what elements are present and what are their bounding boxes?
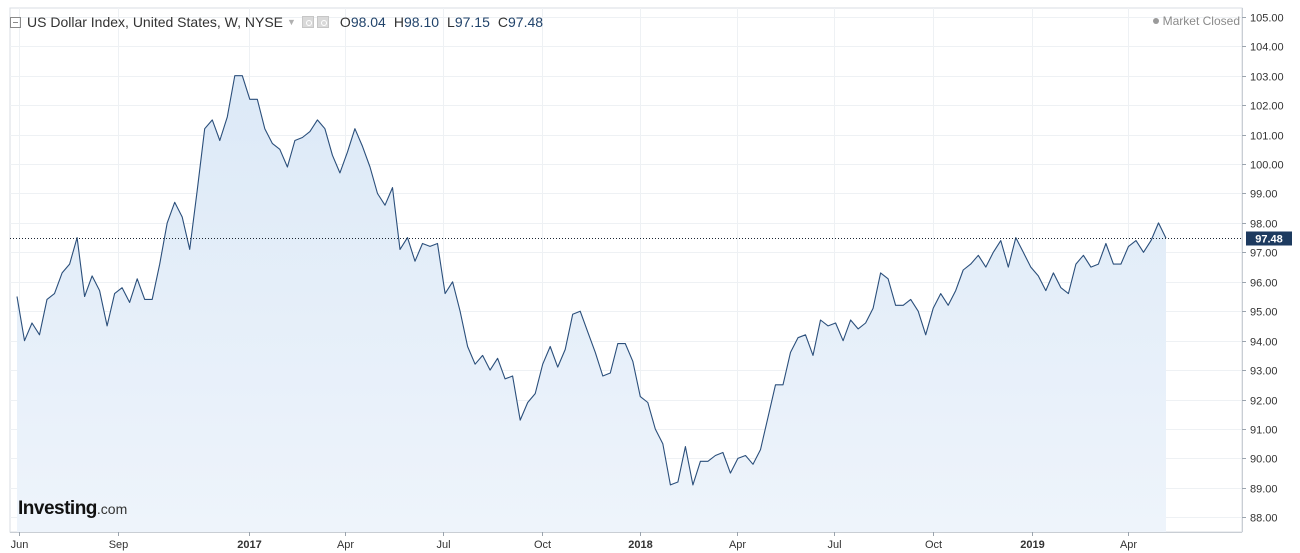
chart-header: US Dollar Index, United States, W, NYSE …	[10, 13, 543, 31]
x-tick-label: Oct	[925, 539, 942, 551]
price-area	[17, 75, 1166, 532]
y-tick-label: 95.00	[1250, 307, 1278, 319]
x-tick-label: 2019	[1020, 539, 1044, 551]
y-tick-label: 90.00	[1250, 454, 1278, 466]
x-tick-label: Apr	[1120, 539, 1137, 551]
ohlc-open: O98.04	[339, 14, 386, 30]
x-tick-label: Apr	[337, 539, 354, 551]
x-tick-label: Oct	[534, 539, 551, 551]
x-tick-label: Apr	[729, 539, 746, 551]
investing-logo: Investing.com	[18, 498, 127, 520]
last-price-tag	[1246, 231, 1292, 246]
y-tick-label: 98.00	[1250, 219, 1278, 231]
y-tick-label: 94.00	[1250, 337, 1278, 349]
logo-main: Investing	[18, 498, 97, 519]
logo-sub: .com	[96, 501, 128, 517]
y-tick-label: 93.00	[1250, 366, 1278, 378]
x-tick-label: Jun	[11, 539, 29, 551]
x-tick-label: 2017	[237, 539, 261, 551]
last-price-label: 97.48	[1255, 234, 1283, 246]
x-tick-label: 2018	[628, 539, 652, 551]
y-tick-label: 99.00	[1250, 189, 1278, 201]
chart-title: US Dollar Index, United States, W, NYSE	[27, 14, 283, 30]
y-tick-label: 104.00	[1250, 42, 1284, 54]
x-tick-label: Sep	[109, 539, 129, 551]
chevron-down-icon[interactable]: ▼	[287, 17, 296, 27]
y-tick-label: 91.00	[1250, 425, 1278, 437]
settings-icon[interactable]	[301, 16, 314, 28]
y-tick-label: 100.00	[1250, 160, 1284, 172]
y-tick-label: 102.00	[1250, 101, 1284, 113]
y-tick-label: 101.00	[1250, 131, 1284, 143]
ohlc-close: C97.48	[497, 14, 544, 30]
visibility-icon[interactable]	[316, 16, 329, 28]
status-dot-icon	[1152, 17, 1159, 24]
price-line[interactable]	[16, 75, 1167, 486]
market-status-text: Market Closed	[1162, 14, 1240, 28]
y-tick-label: 105.00	[1250, 13, 1284, 25]
x-tick-label: Jul	[436, 539, 450, 551]
y-tick-label: 97.00	[1250, 248, 1278, 260]
y-tick-label: 92.00	[1250, 396, 1278, 408]
market-status: Market Closed	[1152, 14, 1240, 28]
y-tick-label: 103.00	[1250, 72, 1284, 84]
ohlc-low: L97.15	[447, 14, 490, 30]
y-tick-label: 88.00	[1250, 513, 1278, 525]
x-tick-label: Jul	[827, 539, 841, 551]
y-tick-label: 89.00	[1250, 484, 1278, 496]
ohlc-high: H98.10	[393, 14, 440, 30]
y-tick-label: 96.00	[1250, 278, 1278, 290]
collapse-icon[interactable]	[10, 16, 21, 28]
